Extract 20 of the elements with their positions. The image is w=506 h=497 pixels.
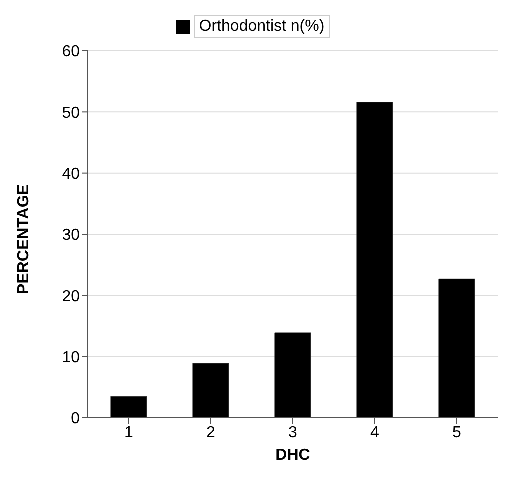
x-tick-label: 1 [124, 424, 134, 442]
y-tick-label: 40 [62, 166, 80, 184]
y-tick-label: 20 [62, 288, 80, 306]
bar [192, 363, 230, 418]
bar [438, 278, 476, 418]
x-tick-label: 4 [370, 424, 380, 442]
x-tick-label: 5 [452, 424, 462, 442]
x-tick-label: 3 [288, 424, 298, 442]
y-axis-title: PERCENTAGE [16, 184, 33, 294]
y-tick-label: 30 [62, 227, 80, 244]
bar [110, 396, 148, 418]
legend-label: Orthodontist n(%) [194, 15, 330, 38]
bar [274, 332, 312, 418]
y-tick-label: 50 [62, 104, 80, 122]
y-tick-label: 0 [71, 410, 80, 428]
y-tick-label: 60 [62, 44, 80, 61]
x-axis-title: DHC [276, 447, 311, 464]
bar [356, 102, 394, 418]
y-tick-label: 10 [62, 350, 80, 367]
x-tick-label: 2 [206, 424, 216, 442]
